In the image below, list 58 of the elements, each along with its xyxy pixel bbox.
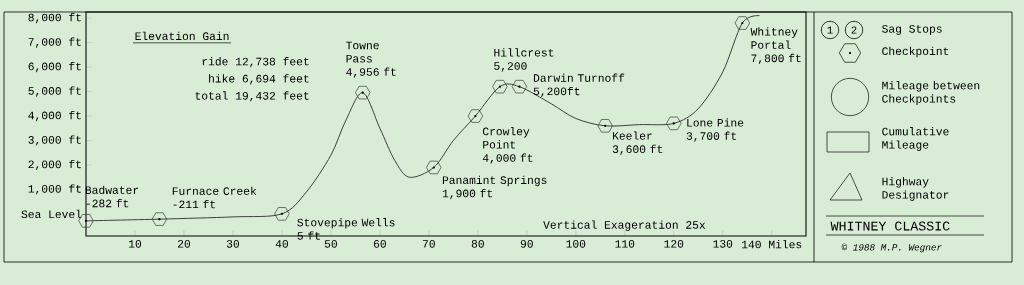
x-tick-label: 100 [566,240,586,248]
annotation: Elevation Gain [135,31,229,41]
point [467,109,484,123]
text: Sag Stops [882,25,942,35]
annotation: Panamint Springs 1,900 ft [442,175,547,200]
x-tick-label: 10 [129,240,142,248]
y-tick-label: 5,000 ft [28,86,81,97]
point [666,116,682,131]
annotation: Lone Pine 3,700 ft [686,118,744,142]
annotation: Towne Pass 4,956 ft [346,41,396,78]
annotation: Furnace Creek -211 ft [172,186,257,209]
y-tick-label: 6,000 ft [28,61,81,73]
point [511,80,528,94]
annotation: Badwater -282 ft [85,185,139,208]
x-tick-label: 70 [422,240,435,248]
text: Highway Designator [882,177,949,201]
text: Mileage between Checkpoints [882,81,980,105]
x-tick-label: 110 [615,240,635,248]
annotation: Crowley Point 4,000 ft [482,126,533,164]
y-tick-label: 4,000 ft [28,110,81,122]
y-tick-label: 8,000 ft [28,13,81,24]
point [734,16,750,30]
point [274,207,290,221]
point [355,85,371,100]
text: Cumulative Mileage [882,127,949,151]
point [597,119,613,133]
x-tick-label: 30 [226,240,240,248]
x-tick-label: 120 [664,240,684,248]
annotation: total 19,432 feet [195,91,309,102]
annotation: ride 12,738 feet [202,57,309,68]
y-tick-label: Sea Level [21,209,82,219]
y-tick-label: 1,000 ft [28,184,81,195]
point [426,160,442,175]
annotation: Hillcrest 5,200 [494,48,554,72]
annotation: Vertical Exageration 25x [543,220,706,231]
annotation: hike 6,694 feet [209,74,309,85]
y-tick-label: 3,000 ft [28,135,81,146]
text: 1 [827,26,833,34]
x-tick-label: 50 [324,240,337,248]
y-tick-label: 2,000 ft [28,159,81,171]
annotation: Stovepipe Wells 5 ft [297,218,395,240]
x-tick-label: 90 [520,240,533,248]
point [151,212,168,226]
y-tick-label: 7,000 ft [28,37,81,48]
text: WHITNEY CLASSIC [830,221,950,231]
text: 2 [851,26,857,34]
annotation: Darwin Turnoff 5,200ft [533,73,625,98]
x-tick-label: 130 [713,240,733,248]
x-tick-label: 80 [471,240,484,248]
x-tick-label: 60 [373,240,386,248]
x-tick-label: 40 [275,240,288,248]
point [492,80,508,94]
x-tick-label: 20 [177,240,191,248]
x-tick-label: 140 Miles [742,240,802,249]
annotation: Keeler 3,600 ft [612,131,663,155]
annotation: Whitney Portal 7,800 ft [750,27,801,65]
text: Checkpoint [882,46,949,58]
text: © 1988 M.P. Wegner [841,243,942,253]
